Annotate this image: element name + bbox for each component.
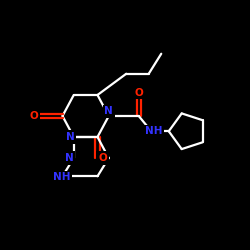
Text: O: O: [134, 88, 143, 98]
Text: N: N: [65, 153, 74, 163]
Text: N: N: [66, 132, 74, 142]
Text: O: O: [30, 111, 38, 121]
Text: O: O: [98, 153, 107, 163]
Text: NH: NH: [52, 172, 70, 182]
Text: NH: NH: [145, 126, 162, 136]
Text: N: N: [104, 106, 113, 117]
